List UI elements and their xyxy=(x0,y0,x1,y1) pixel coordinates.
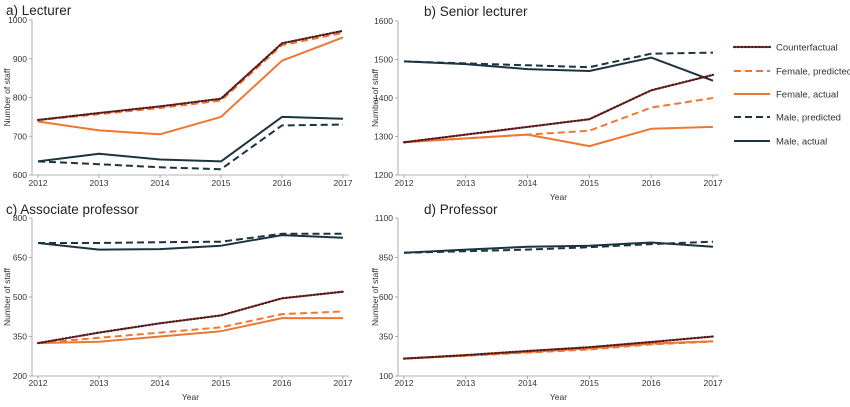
series-line-counterfactual xyxy=(36,290,345,345)
series-line-female-predicted xyxy=(403,340,714,360)
x-tick-label: 2016 xyxy=(642,178,661,188)
legend-item-male-predicted: Male, predicted xyxy=(734,113,841,124)
chart-senior: b) Senior lecturer 1200 1300 1400 1500 1600 20… xyxy=(370,4,723,202)
y-tick-label: 1400 xyxy=(374,93,393,103)
x-tick-label: 2014 xyxy=(151,378,170,388)
y-tick-label: 1600 xyxy=(374,16,393,26)
y-tick-label: 600 xyxy=(379,292,393,302)
y-tick-label: 700 xyxy=(13,131,27,141)
legend-item-counterfactual: Counterfactual xyxy=(732,43,838,54)
y-tick-label: 650 xyxy=(13,253,27,263)
series-line-female-actual xyxy=(37,36,344,136)
legend-label: Counterfactual xyxy=(776,43,838,54)
y-tick-label: 200 xyxy=(13,371,27,381)
legend-item-female-actual: Female, actual xyxy=(734,90,838,101)
series-line-male-actual xyxy=(37,115,344,163)
y-tick-label: 600 xyxy=(13,170,27,180)
series-line-male-actual xyxy=(37,234,344,251)
series-line-female-predicted xyxy=(403,97,714,144)
x-tick-label: 2013 xyxy=(456,378,475,388)
y-tick-label: 350 xyxy=(13,332,27,342)
x-tick-label: 2013 xyxy=(456,178,475,188)
chart-title: c) Associate professor xyxy=(6,202,139,217)
x-tick-label: 2015 xyxy=(212,378,231,388)
x-tick-label: 2016 xyxy=(273,378,292,388)
series-line-female-predicted xyxy=(37,310,344,345)
x-tick-label: 2014 xyxy=(151,178,170,188)
x-tick-label: 2017 xyxy=(334,178,353,188)
legend-label: Male, predicted xyxy=(776,113,841,124)
y-tick-label: 1500 xyxy=(374,55,393,65)
chart-lecturer: a) Lecturer 600 700 800 900 1000 2012 2013 2014 2… xyxy=(2,3,353,188)
x-tick-label: 2014 xyxy=(518,378,537,388)
x-tick-label: 2016 xyxy=(273,178,292,188)
x-tick-label: 2014 xyxy=(518,178,537,188)
y-tick-label: 1000 xyxy=(8,15,27,25)
series-line-male-predicted xyxy=(37,123,344,171)
series-line-male-actual xyxy=(403,56,714,82)
y-axis-label: Number of staff xyxy=(2,68,12,127)
x-tick-label: 2012 xyxy=(395,178,414,188)
y-axis-label: Number of staff xyxy=(370,68,380,127)
x-tick-label: 2015 xyxy=(212,178,231,188)
series-line-male-predicted xyxy=(403,51,714,69)
series-line-counterfactual xyxy=(36,29,345,122)
legend-label: Female, predicted xyxy=(776,67,850,78)
chart-associate: c) Associate professor 200 350 500 650 800 201… xyxy=(2,202,353,402)
chart-panels: a) Lecturer 600 700 800 900 1000 2012 2013 2014 2… xyxy=(2,3,723,402)
x-tick-label: 2015 xyxy=(580,178,599,188)
x-axis-label: Year xyxy=(550,392,567,402)
series-line-male-actual xyxy=(403,241,714,254)
x-tick-label: 2017 xyxy=(704,178,723,188)
x-axis-label: Year xyxy=(550,192,567,202)
series-line-counterfactual xyxy=(402,335,715,360)
series-line-female-actual xyxy=(37,317,343,345)
y-tick-label: 800 xyxy=(13,93,27,103)
y-tick-label: 350 xyxy=(379,332,393,342)
x-tick-label: 2013 xyxy=(90,178,109,188)
x-axis-label: Year xyxy=(182,392,199,402)
chart-title: d) Professor xyxy=(424,202,498,217)
x-tick-label: 2012 xyxy=(29,178,48,188)
x-tick-label: 2015 xyxy=(580,378,599,388)
y-tick-label: 1100 xyxy=(375,213,394,223)
y-axis-label: Number of staff xyxy=(370,267,380,326)
y-tick-label: 900 xyxy=(13,54,27,64)
series-line-male-predicted xyxy=(38,232,343,244)
y-tick-label: 500 xyxy=(13,292,27,302)
x-tick-label: 2012 xyxy=(395,378,414,388)
x-tick-label: 2017 xyxy=(334,378,353,388)
y-tick-label: 1200 xyxy=(374,170,393,180)
y-tick-label: 800 xyxy=(13,213,27,223)
series-line-female-predicted xyxy=(37,31,344,121)
legend-label: Female, actual xyxy=(776,90,838,101)
chart-professor: d) Professor 100 350 600 850 1100 2012 2013 2014… xyxy=(370,202,723,402)
chart-title: a) Lecturer xyxy=(6,3,72,18)
x-tick-label: 2017 xyxy=(704,378,723,388)
x-tick-label: 2016 xyxy=(642,378,661,388)
legend-item-male-actual: Male, actual xyxy=(734,137,827,148)
x-tick-label: 2012 xyxy=(29,378,48,388)
series-line-counterfactual xyxy=(402,73,715,144)
series-line-female-actual xyxy=(403,125,714,148)
legend: Counterfactual Female, predicted Female, a… xyxy=(732,43,850,148)
chart-title: b) Senior lecturer xyxy=(424,4,528,19)
y-tick-label: 850 xyxy=(379,253,393,263)
y-axis-label: Number of staff xyxy=(2,267,12,326)
legend-label: Male, actual xyxy=(776,137,827,148)
x-tick-label: 2013 xyxy=(90,378,109,388)
y-tick-label: 100 xyxy=(379,371,393,381)
legend-item-female-predicted: Female, predicted xyxy=(734,67,850,78)
y-tick-label: 1300 xyxy=(374,132,393,142)
